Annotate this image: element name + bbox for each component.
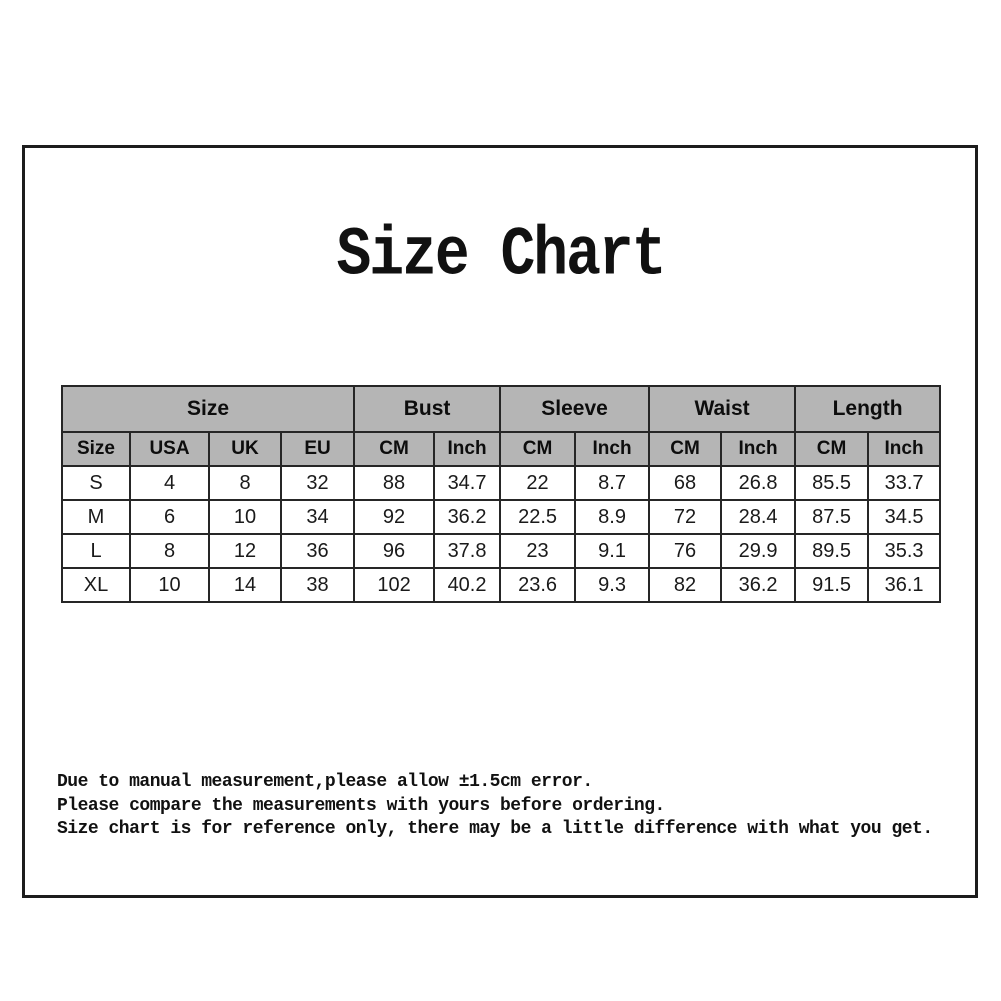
- table-cell: 36.2: [720, 567, 797, 603]
- table-cell: 9.1: [574, 533, 651, 569]
- table-cell: 102: [353, 567, 436, 603]
- group-header-cell: Size: [60, 385, 356, 433]
- table-cell: 36.2: [433, 499, 502, 535]
- table-cell: 76: [648, 533, 723, 569]
- table-cell: 34.7: [433, 465, 502, 501]
- sub-header-cell: USA: [129, 431, 210, 467]
- size-chart-table: Size Bust Sleeve Waist Length Size USA UK EU CM In…: [60, 385, 942, 603]
- table-cell: 33.7: [867, 465, 942, 501]
- sub-header-cell: Inch: [867, 431, 942, 467]
- table-cell: 9.3: [574, 567, 651, 603]
- disclaimer-notes: Due to manual measurement,please allow ±…: [57, 771, 933, 842]
- sub-header-cell: CM: [648, 431, 723, 467]
- table-cell: 26.8: [720, 465, 797, 501]
- group-header-cell: Length: [794, 385, 942, 433]
- table-cell: 34.5: [867, 499, 942, 535]
- table-cell: XL: [61, 567, 131, 603]
- note-line: Size chart is for reference only, there …: [57, 819, 933, 839]
- table-row: L 8 12 36 96 37.8 23 9.1 76 29.9 89.5 35.3: [61, 533, 942, 569]
- table-cell: 22: [499, 465, 577, 501]
- table-cell: 87.5: [794, 499, 870, 535]
- table-cell: 68: [648, 465, 723, 501]
- table-cell: M: [61, 499, 131, 535]
- table-cell: 6: [129, 499, 210, 535]
- table-cell: 96: [353, 533, 436, 569]
- table-cell: 89.5: [794, 533, 870, 569]
- table-cell: 82: [648, 567, 723, 603]
- table-cell: 35.3: [867, 533, 942, 569]
- table-cell: 4: [129, 465, 210, 501]
- table-row: S 4 8 32 88 34.7 22 8.7 68 26.8 85.5 33.7: [61, 465, 942, 501]
- table-cell: 29.9: [720, 533, 797, 569]
- page-title: Size Chart: [336, 218, 666, 295]
- table-header: Size Bust Sleeve Waist Length Size USA UK EU CM In…: [60, 385, 942, 467]
- table-cell: 10: [208, 499, 282, 535]
- sub-header-cell: Inch: [720, 431, 797, 467]
- sub-header-cell: UK: [208, 431, 282, 467]
- sub-header-cell: CM: [353, 431, 436, 467]
- table-cell: 8: [129, 533, 210, 569]
- group-header-cell: Sleeve: [499, 385, 651, 433]
- table-cell: 23: [499, 533, 577, 569]
- table-cell: 38: [279, 567, 356, 603]
- sub-header-cell: Inch: [433, 431, 502, 467]
- sub-header-cell: Inch: [574, 431, 651, 467]
- table-cell: 37.8: [433, 533, 502, 569]
- sub-header-cell: CM: [794, 431, 870, 467]
- table-cell: 10: [129, 567, 210, 603]
- table-cell: 88: [353, 465, 436, 501]
- table-row: M 6 10 34 92 36.2 22.5 8.9 72 28.4 87.5 34.5: [61, 499, 942, 535]
- table-cell: 36.1: [867, 567, 942, 603]
- table-cell: 8.9: [574, 499, 651, 535]
- table-cell: 40.2: [433, 567, 502, 603]
- table-cell: 34: [279, 499, 356, 535]
- table-cell: L: [61, 533, 131, 569]
- table-cell: 8.7: [574, 465, 651, 501]
- table-cell: 32: [279, 465, 356, 501]
- table-cell: 14: [208, 567, 282, 603]
- table-body: S 4 8 32 88 34.7 22 8.7 68 26.8 85.5 33.7 M 6 10 34 92 36…: [61, 465, 942, 603]
- sub-header-cell: Size: [61, 431, 131, 467]
- note-line: Due to manual measurement,please allow ±…: [57, 772, 593, 792]
- table-cell: 12: [208, 533, 282, 569]
- table-row: XL 10 14 38 102 40.2 23.6 9.3 82 36.2 91.5 36.1: [61, 567, 942, 603]
- sub-header-cell: CM: [499, 431, 577, 467]
- table-cell: 8: [208, 465, 282, 501]
- table-cell: S: [61, 465, 131, 501]
- table-sub-header-row: Size USA UK EU CM Inch CM Inch CM Inch CM Inch: [61, 431, 942, 467]
- sub-header-cell: EU: [279, 431, 356, 467]
- table-cell: 36: [279, 533, 356, 569]
- table-group-header-row: Size Bust Sleeve Waist Length: [60, 385, 942, 433]
- table-cell: 92: [353, 499, 436, 535]
- table-cell: 28.4: [720, 499, 797, 535]
- table-cell: 22.5: [499, 499, 577, 535]
- table-cell: 91.5: [794, 567, 870, 603]
- note-line: Please compare the measurements with you…: [57, 795, 665, 816]
- table-cell: 23.6: [499, 567, 577, 603]
- table-cell: 72: [648, 499, 723, 535]
- table-cell: 85.5: [794, 465, 870, 501]
- group-header-cell: Waist: [648, 385, 797, 433]
- group-header-cell: Bust: [353, 385, 502, 433]
